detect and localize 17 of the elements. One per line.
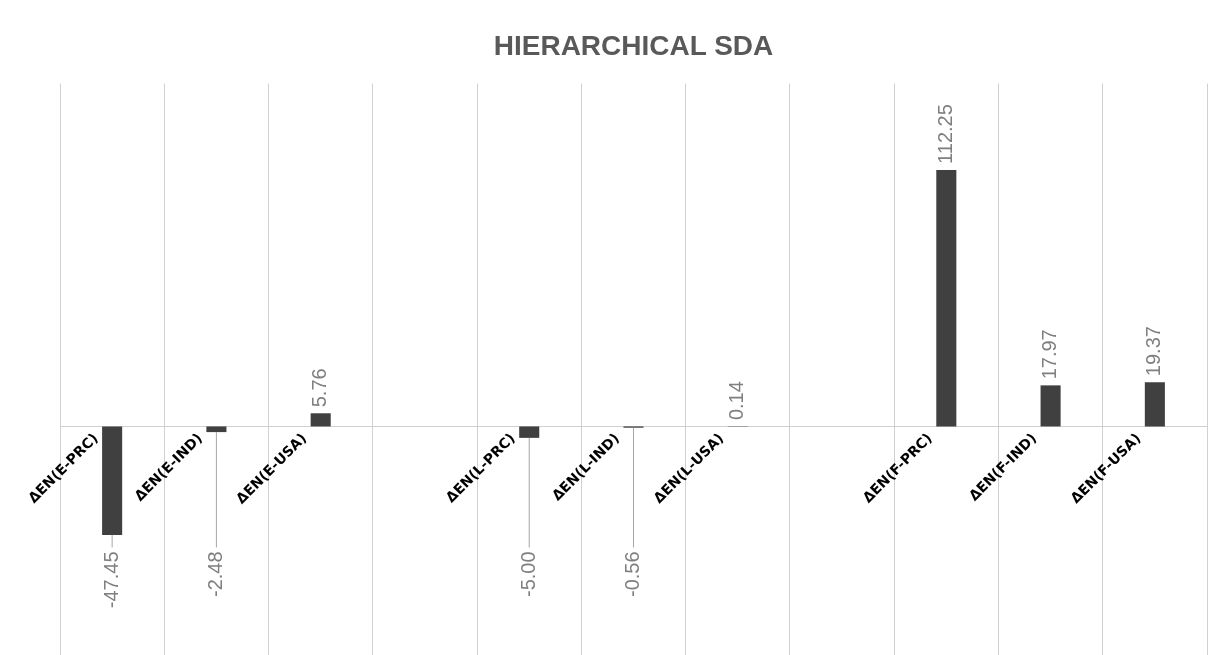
data-label: 112.25 — [933, 104, 956, 164]
bar — [1144, 382, 1165, 427]
data-label: -0.56 — [621, 551, 644, 598]
bar — [206, 426, 227, 433]
bar — [936, 169, 957, 427]
data-label: -47.45 — [99, 551, 122, 609]
data-label: 5.76 — [308, 368, 331, 408]
bar — [310, 413, 331, 427]
data-label: -2.48 — [203, 551, 226, 598]
data-label: -5.00 — [516, 551, 539, 598]
data-label: 17.97 — [1038, 329, 1061, 380]
bar — [519, 426, 540, 438]
bar — [1040, 385, 1061, 427]
bar — [102, 426, 123, 535]
chart-title: HIERARCHICAL SDA — [493, 29, 774, 61]
data-label: 0.14 — [725, 381, 748, 421]
data-label: 19.37 — [1142, 326, 1165, 377]
